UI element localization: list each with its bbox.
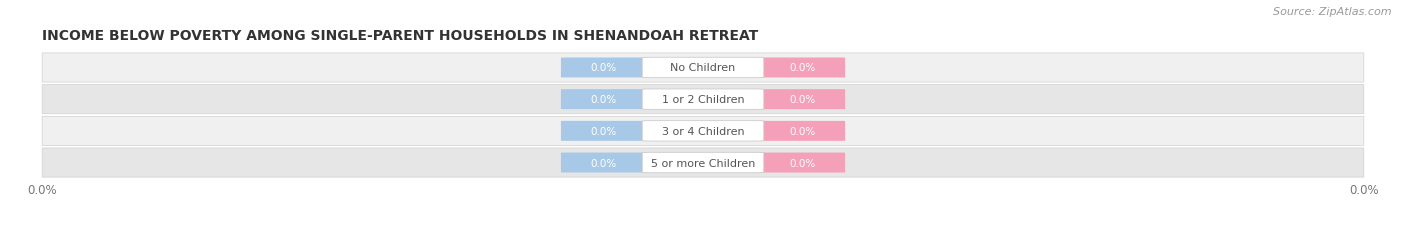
FancyBboxPatch shape <box>42 85 1364 114</box>
Text: 0.0%: 0.0% <box>789 95 815 105</box>
FancyBboxPatch shape <box>643 153 763 173</box>
Text: 0.0%: 0.0% <box>789 63 815 73</box>
Text: Source: ZipAtlas.com: Source: ZipAtlas.com <box>1274 7 1392 17</box>
Text: 0.0%: 0.0% <box>591 95 617 105</box>
FancyBboxPatch shape <box>42 148 1364 177</box>
FancyBboxPatch shape <box>643 121 763 141</box>
FancyBboxPatch shape <box>42 117 1364 146</box>
FancyBboxPatch shape <box>759 153 845 173</box>
FancyBboxPatch shape <box>643 90 763 110</box>
FancyBboxPatch shape <box>561 153 647 173</box>
Text: 0.0%: 0.0% <box>789 158 815 168</box>
FancyBboxPatch shape <box>759 90 845 110</box>
Text: No Children: No Children <box>671 63 735 73</box>
FancyBboxPatch shape <box>42 54 1364 83</box>
FancyBboxPatch shape <box>759 58 845 78</box>
FancyBboxPatch shape <box>561 58 647 78</box>
FancyBboxPatch shape <box>561 90 647 110</box>
Text: 5 or more Children: 5 or more Children <box>651 158 755 168</box>
Text: 3 or 4 Children: 3 or 4 Children <box>662 126 744 136</box>
Text: 0.0%: 0.0% <box>789 126 815 136</box>
Text: 1 or 2 Children: 1 or 2 Children <box>662 95 744 105</box>
Text: INCOME BELOW POVERTY AMONG SINGLE-PARENT HOUSEHOLDS IN SHENANDOAH RETREAT: INCOME BELOW POVERTY AMONG SINGLE-PARENT… <box>42 29 758 43</box>
Text: 0.0%: 0.0% <box>591 63 617 73</box>
Text: 0.0%: 0.0% <box>591 126 617 136</box>
FancyBboxPatch shape <box>643 58 763 78</box>
Text: 0.0%: 0.0% <box>591 158 617 168</box>
FancyBboxPatch shape <box>561 121 647 141</box>
FancyBboxPatch shape <box>759 121 845 141</box>
